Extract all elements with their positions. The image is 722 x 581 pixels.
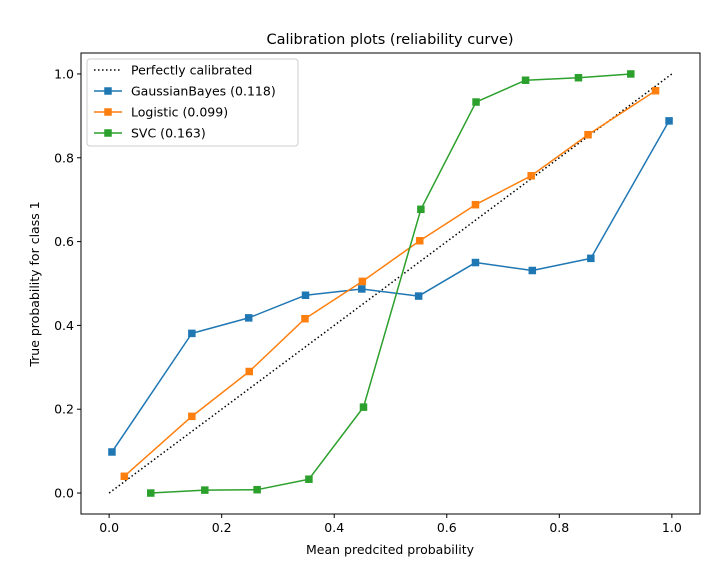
- y-tick-label: 0.8: [54, 150, 74, 165]
- legend-swatch-marker-0: [104, 87, 112, 95]
- legend-label-reference: Perfectly calibrated: [131, 63, 252, 78]
- series-point-2: [574, 73, 583, 82]
- legend-label-0: GaussianBayes (0.118): [131, 84, 276, 99]
- series-point-1: [188, 412, 196, 421]
- series-point-0: [414, 292, 423, 300]
- x-tick-label: 0.4: [324, 520, 344, 535]
- series-point-0: [471, 258, 480, 267]
- legend-label-1: Logistic (0.099): [131, 105, 228, 120]
- series-point-0: [528, 266, 537, 275]
- y-tick-label: 0.6: [54, 234, 74, 249]
- x-axis-label: Mean predcited probability: [306, 542, 475, 557]
- x-tick-label: 0.2: [212, 520, 232, 535]
- legend-label-2: SVC (0.163): [131, 126, 206, 141]
- series-point-0: [188, 329, 196, 338]
- legend-items: Perfectly calibrated GaussianBayes (0.118…: [94, 63, 276, 141]
- series-point-1: [527, 172, 535, 180]
- legend: Perfectly calibrated GaussianBayes (0.118…: [86, 58, 299, 147]
- series-line-2: [150, 73, 631, 494]
- series-point-2: [359, 403, 368, 411]
- series-point-2: [147, 489, 155, 497]
- y-axis-label: True probability for class 1: [27, 201, 42, 367]
- series-point-1: [651, 86, 660, 95]
- series-point-1: [301, 314, 309, 323]
- legend-swatch-marker-2: [104, 129, 112, 137]
- y-tick-label: 0.2: [54, 402, 74, 417]
- x-tick-label: 0.0: [99, 520, 119, 535]
- series-point-1: [358, 277, 367, 286]
- series-point-1: [120, 472, 129, 481]
- series-point-2: [253, 485, 261, 494]
- series-point-2: [305, 475, 313, 483]
- series-point-0: [665, 117, 673, 125]
- axis-ticks: 0.0 0.2 0.4 0.6 0.8 1.0 0.0 0.2 0.4 0.6 0.8 1.0: [54, 66, 682, 535]
- legend-box: [86, 58, 299, 147]
- x-tick-label: 1.0: [662, 520, 682, 535]
- y-tick-label: 0.0: [54, 486, 74, 501]
- series-point-1: [584, 130, 592, 139]
- series-point-0: [244, 314, 253, 322]
- series-point-2: [521, 76, 530, 84]
- series-point-2: [472, 98, 480, 106]
- series-line-0: [111, 120, 670, 453]
- series-point-0: [108, 448, 116, 456]
- series-point-2: [201, 486, 209, 494]
- perfectly-calibrated-line: [108, 73, 673, 494]
- series-point-2: [627, 70, 635, 78]
- series-point-1: [245, 367, 254, 376]
- plot-frame: [80, 52, 701, 515]
- plot-area: [108, 70, 673, 497]
- series-point-2: [417, 205, 425, 214]
- series-point-0: [301, 291, 310, 299]
- series-line-1: [123, 90, 656, 477]
- y-tick-label: 0.4: [54, 318, 74, 333]
- series-point-1: [471, 200, 480, 209]
- series-point-0: [358, 285, 366, 293]
- x-tick-label: 0.8: [549, 520, 569, 535]
- series-point-0: [587, 254, 595, 263]
- series-point-1: [416, 237, 424, 245]
- chart-title: Calibration plots (reliability curve): [266, 32, 513, 48]
- x-tick-label: 0.6: [437, 520, 457, 535]
- legend-swatch-marker-1: [104, 108, 112, 116]
- y-tick-label: 1.0: [54, 66, 74, 81]
